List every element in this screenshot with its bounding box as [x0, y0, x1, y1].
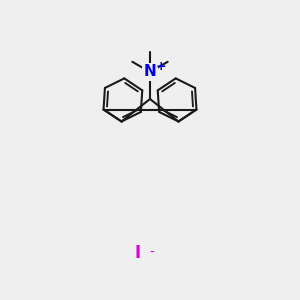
Text: -: - — [149, 246, 154, 260]
Text: +: + — [156, 59, 167, 73]
Text: N: N — [144, 64, 156, 80]
Text: I: I — [135, 244, 141, 262]
